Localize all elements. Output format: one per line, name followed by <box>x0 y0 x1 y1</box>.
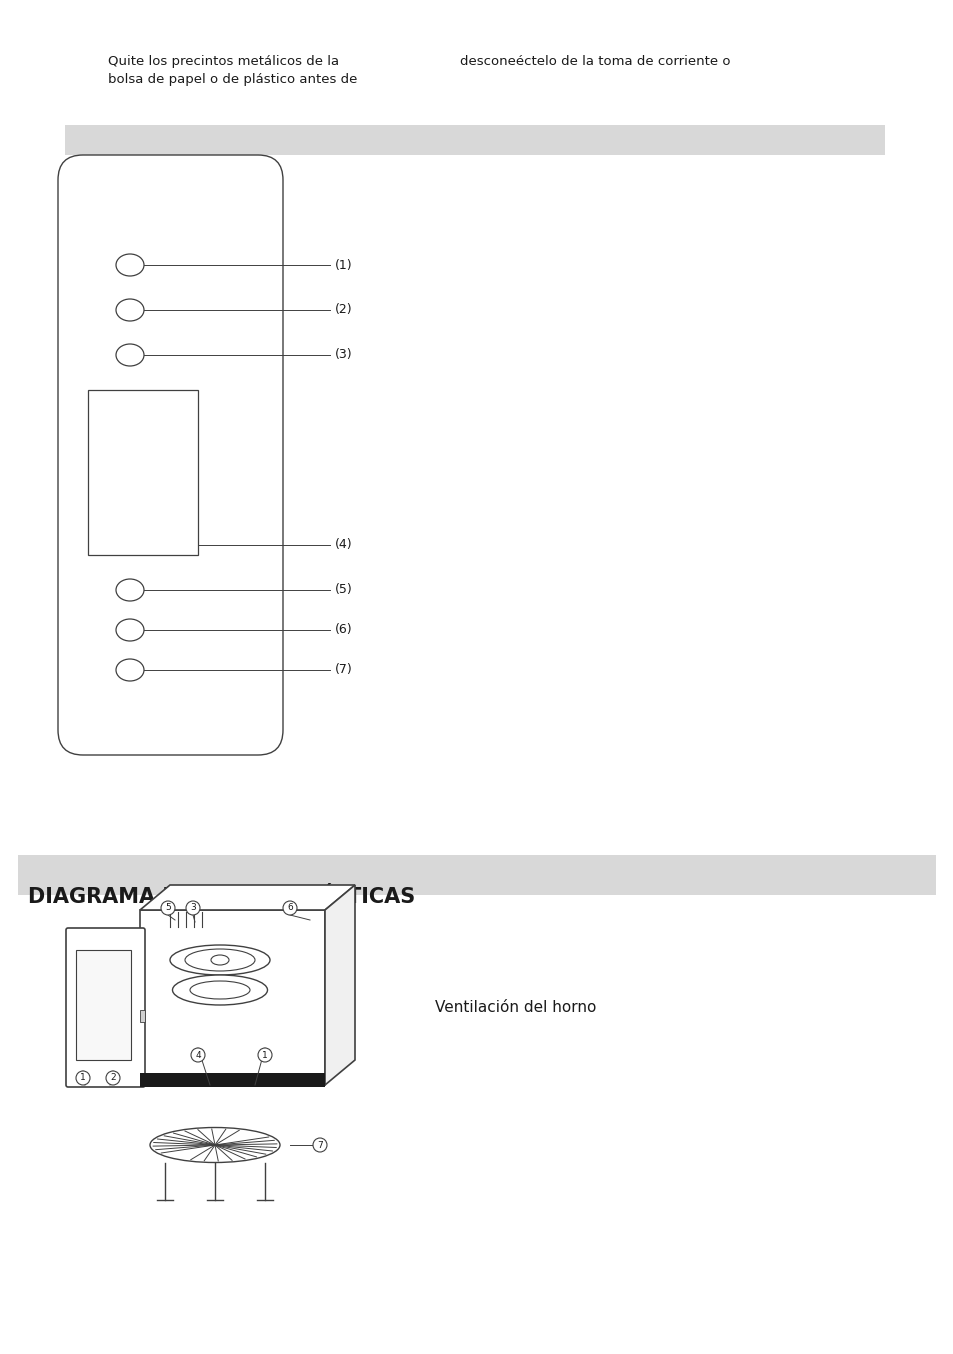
Bar <box>76 951 131 1060</box>
Text: 6: 6 <box>287 903 293 913</box>
Text: 5: 5 <box>165 903 171 913</box>
Ellipse shape <box>76 1071 90 1085</box>
Text: 2: 2 <box>111 1074 115 1082</box>
Text: (3): (3) <box>335 348 353 362</box>
Ellipse shape <box>185 949 254 971</box>
Ellipse shape <box>172 975 267 1005</box>
Ellipse shape <box>116 344 144 366</box>
Text: Quite los precintos metálicos de la
bolsa de papel o de plástico antes de: Quite los precintos metálicos de la bols… <box>108 56 357 87</box>
Text: (4): (4) <box>335 539 353 551</box>
Polygon shape <box>140 886 355 910</box>
Ellipse shape <box>190 982 250 999</box>
Polygon shape <box>325 886 355 1085</box>
Bar <box>140 1010 145 1022</box>
Ellipse shape <box>116 619 144 640</box>
Ellipse shape <box>283 900 296 915</box>
Ellipse shape <box>191 1048 205 1062</box>
Text: 7: 7 <box>316 1140 322 1150</box>
Bar <box>140 1072 325 1087</box>
Text: (2): (2) <box>335 303 353 317</box>
Ellipse shape <box>170 945 270 975</box>
Ellipse shape <box>150 1128 280 1163</box>
Text: (7): (7) <box>335 663 353 677</box>
Ellipse shape <box>211 955 229 965</box>
Text: 3: 3 <box>190 903 195 913</box>
Ellipse shape <box>106 1071 120 1085</box>
Ellipse shape <box>313 1137 327 1152</box>
Ellipse shape <box>186 900 200 915</box>
Ellipse shape <box>257 1048 272 1062</box>
Text: (6): (6) <box>335 623 353 636</box>
Ellipse shape <box>116 255 144 276</box>
FancyBboxPatch shape <box>66 927 145 1087</box>
Bar <box>140 910 325 1085</box>
Bar <box>88 390 198 555</box>
Ellipse shape <box>161 900 174 915</box>
Ellipse shape <box>116 580 144 601</box>
Text: 1: 1 <box>262 1051 268 1059</box>
Ellipse shape <box>116 299 144 321</box>
Text: (1): (1) <box>335 259 353 272</box>
Text: 4: 4 <box>195 1051 200 1059</box>
Text: DIAGRAMA DE CARACTERÍSTICAS: DIAGRAMA DE CARACTERÍSTICAS <box>28 887 415 907</box>
FancyBboxPatch shape <box>65 125 884 154</box>
Text: 1: 1 <box>80 1074 86 1082</box>
Ellipse shape <box>116 659 144 681</box>
FancyBboxPatch shape <box>18 854 935 895</box>
FancyBboxPatch shape <box>58 154 283 756</box>
Text: (5): (5) <box>335 584 353 597</box>
Text: Ventilación del horno: Ventilación del horno <box>435 1001 596 1016</box>
Text: desconeéctelo de la toma de corriente o: desconeéctelo de la toma de corriente o <box>459 56 730 68</box>
